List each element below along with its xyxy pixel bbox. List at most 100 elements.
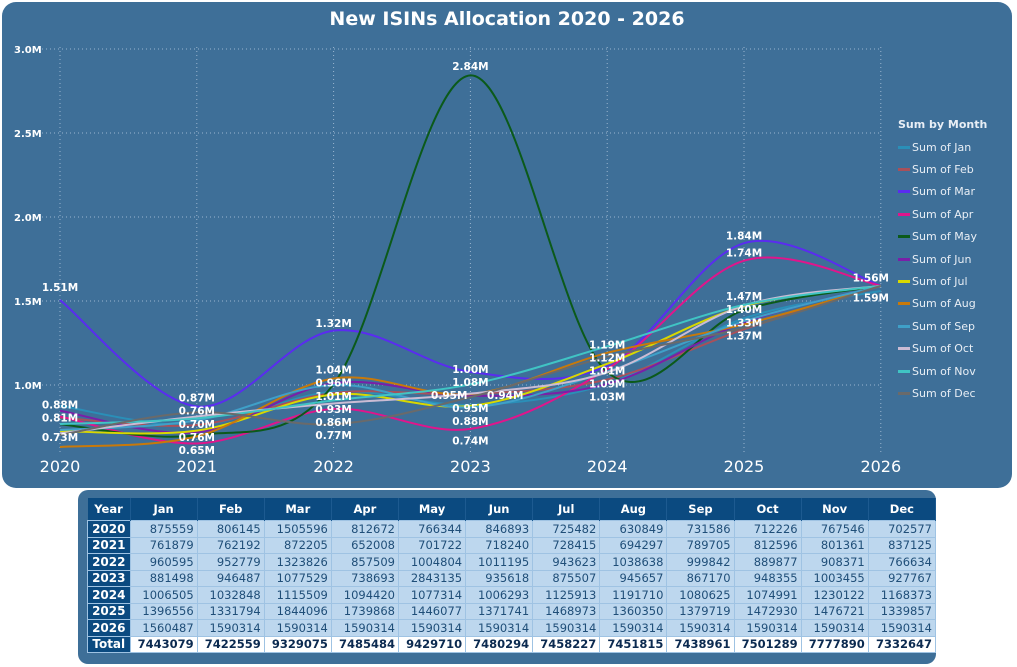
total-cell: 9329075 — [263, 635, 332, 653]
legend-title: Sum by Month — [898, 118, 988, 131]
data-label: 1.08M — [452, 377, 488, 389]
data-label: 0.95M — [431, 390, 467, 402]
legend-item[interactable]: Sum of Oct — [898, 338, 987, 360]
series-line-sum-of-mar — [59, 240, 882, 408]
column-header: Jun — [465, 498, 534, 521]
legend-item[interactable]: Sum of Aug — [898, 293, 987, 315]
column-header: Feb — [197, 498, 265, 521]
table-cell: 766634 — [867, 553, 937, 571]
legend-item[interactable]: Sum of Sep — [898, 315, 987, 337]
table-cell: 872205 — [263, 536, 332, 554]
table-cell: 1590314 — [330, 619, 399, 637]
data-label: 1.03M — [589, 392, 625, 404]
legend-swatch — [898, 324, 910, 328]
legend-swatch — [898, 212, 910, 216]
table-cell: 1003455 — [800, 569, 869, 587]
data-label: 0.96M — [315, 378, 351, 390]
legend-item[interactable]: Sum of Dec — [898, 382, 987, 404]
column-header: Year — [87, 498, 131, 521]
table-cell: 1379719 — [666, 602, 735, 620]
table-cell: 801361 — [800, 536, 869, 554]
table-cell: 702577 — [867, 520, 937, 538]
table-cell: 1360350 — [599, 602, 668, 620]
table-cell: 1505596 — [263, 520, 332, 538]
table-row: 2021 761879 762192 872205 652008 701722 718240… — [87, 536, 937, 554]
table-cell: 948355 — [733, 569, 802, 587]
x-tick-label: 2023 — [450, 457, 491, 476]
table-row: 2025 1396556 1331794 1844096 1739868 1446077 1… — [87, 602, 937, 620]
data-label: 0.70M — [179, 419, 215, 431]
table-cell: 846893 — [465, 520, 534, 538]
table-cell: 1006505 — [129, 586, 198, 604]
table-cell: 766344 — [397, 520, 467, 538]
table-cell: 725482 — [532, 520, 601, 538]
data-label: 0.73M — [42, 432, 78, 444]
legend-item[interactable]: Sum of Jul — [898, 270, 987, 292]
legend-label: Sum of Nov — [912, 364, 976, 378]
data-label: 1.84M — [726, 231, 762, 243]
data-table: Year Jan Feb Mar Apr May Jun Jul Aug Sep Oct Nov Dec… — [87, 498, 937, 653]
x-tick-label: 2021 — [176, 457, 217, 476]
data-table-panel: Year Jan Feb Mar Apr May Jun Jul Aug Sep Oct Nov Dec… — [78, 490, 937, 664]
legend-item[interactable]: Sum of Feb — [898, 158, 987, 180]
data-label: 1.00M — [452, 364, 488, 376]
table-row: 2024 1006505 1032848 1115509 1094420 1077314 1… — [87, 586, 937, 604]
table-cell: 1590314 — [263, 619, 332, 637]
data-label: 1.37M — [726, 330, 762, 342]
data-label: 1.74M — [726, 247, 762, 259]
table-cell: 728415 — [532, 536, 601, 554]
legend-item[interactable]: Sum of Jun — [898, 248, 987, 270]
table-cell: 1004804 — [397, 553, 467, 571]
table-cell: 1006293 — [465, 586, 534, 604]
table-cell: 1396556 — [129, 602, 198, 620]
data-label: 0.76M — [179, 432, 215, 444]
total-cell: 7458227 — [532, 635, 601, 653]
table-cell: 1077529 — [263, 569, 332, 587]
data-label: 1.32M — [315, 318, 351, 330]
series-line-sum-of-apr — [59, 256, 881, 445]
data-label: 0.88M — [42, 399, 78, 411]
data-label: 0.76M — [179, 406, 215, 418]
table-cell: 881498 — [129, 569, 198, 587]
legend-label: Sum of Jun — [912, 252, 972, 266]
column-header: May — [398, 498, 467, 521]
data-label: 2.84M — [452, 61, 488, 73]
legend-swatch — [898, 235, 910, 239]
legend: Sum by Month Sum of Jan Sum of Feb Sum of … — [898, 118, 987, 405]
x-tick-label: 2026 — [860, 457, 901, 476]
total-cell: 7422559 — [196, 635, 265, 653]
table-cell: 945657 — [599, 569, 668, 587]
table-header-row: Year Jan Feb Mar Apr May Jun Jul Aug Sep Oct Nov Dec — [87, 498, 937, 521]
legend-label: Sum of Jan — [912, 140, 972, 154]
table-cell: 889877 — [733, 553, 802, 571]
x-tick-label: 2024 — [587, 457, 628, 476]
table-cell: 701722 — [397, 536, 467, 554]
legend-item[interactable]: Sum of May — [898, 226, 987, 248]
data-label: 0.65M — [179, 445, 215, 457]
y-tick-label: 2.0M — [14, 213, 42, 224]
row-year: 2020 — [87, 520, 131, 538]
table-cell: 943623 — [532, 553, 601, 571]
legend-item[interactable]: Sum of Jan — [898, 136, 987, 158]
legend-item[interactable]: Sum of Apr — [898, 203, 987, 225]
legend-label: Sum of May — [912, 230, 978, 244]
table-cell: 1472930 — [733, 602, 802, 620]
table-row: 2020 875559 806145 1505596 812672 766344 84689… — [87, 520, 937, 538]
legend-item[interactable]: Sum of Nov — [898, 360, 987, 382]
y-tick-label: 2.5M — [14, 129, 42, 140]
legend-swatch — [898, 168, 910, 172]
table-cell: 1323826 — [263, 553, 332, 571]
row-year: 2021 — [87, 536, 131, 554]
table-cell: 1011195 — [465, 553, 534, 571]
series-line-sum-of-may — [59, 74, 881, 438]
data-label: 1.33M — [726, 317, 762, 329]
table-cell: 875559 — [129, 520, 198, 538]
table-cell: 1115509 — [263, 586, 332, 604]
row-year: 2023 — [87, 569, 131, 587]
data-label: 1.01M — [589, 366, 625, 378]
column-header: Mar — [264, 498, 332, 521]
data-label: 1.19M — [589, 339, 625, 351]
legend-item[interactable]: Sum of Mar — [898, 181, 987, 203]
table-row: 2023 881498 946487 1077529 738693 2843135 9356… — [87, 569, 937, 587]
column-header: Dec — [868, 498, 937, 521]
